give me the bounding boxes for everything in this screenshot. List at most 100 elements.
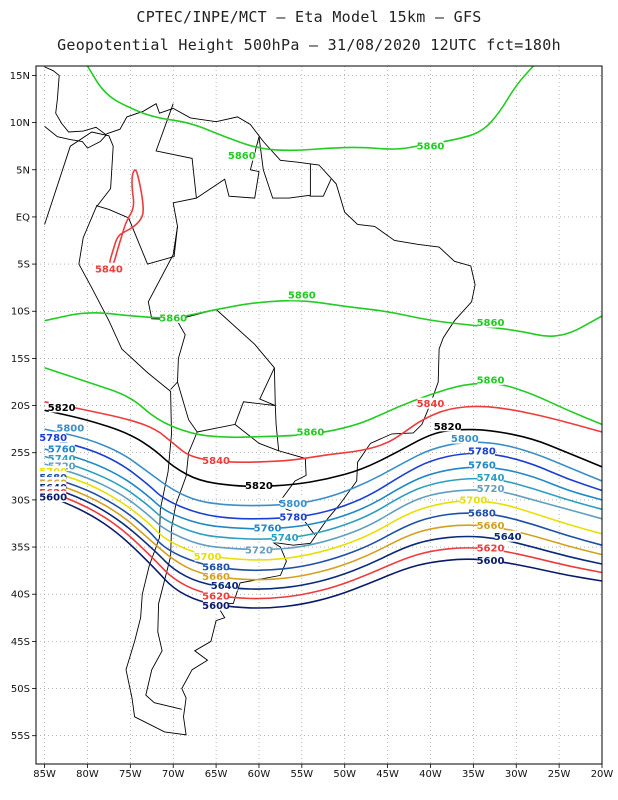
contour-label-5740: 5740 xyxy=(48,454,76,465)
contour-label-5860: 5860 xyxy=(297,427,325,438)
contour-label-5640: 5640 xyxy=(211,581,239,592)
contour-5840 xyxy=(44,401,603,464)
lat-tick-label: 35S xyxy=(11,543,30,554)
coastline-and-borders xyxy=(44,66,476,736)
contour-label-5720: 5720 xyxy=(477,484,505,495)
contour-label-bg xyxy=(203,590,230,602)
lat-tick-label: 10S xyxy=(11,307,30,318)
coastline-central-america xyxy=(44,66,107,149)
contour-label-bg xyxy=(40,471,67,483)
contour-label-5780: 5780 xyxy=(39,433,67,444)
contour-label-bg xyxy=(203,560,230,572)
contour-label-5720: 5720 xyxy=(245,545,273,556)
contour-label-5800: 5800 xyxy=(56,424,84,435)
lon-tick-label: 45W xyxy=(376,769,399,780)
lon-tick-label: 50W xyxy=(333,769,356,780)
contour-label-bg xyxy=(477,316,504,328)
contour-label-bg xyxy=(468,444,495,456)
lon-tick-label: 25W xyxy=(548,769,571,780)
contour-label-bg xyxy=(417,140,444,152)
lat-tick-label: 15S xyxy=(11,354,30,365)
contour-label-bg xyxy=(40,491,67,503)
contour-label-5700: 5700 xyxy=(459,495,487,506)
contour-label-5840: 5840 xyxy=(95,264,123,275)
contour-label-bg xyxy=(477,541,504,553)
contour-label-5620: 5620 xyxy=(477,543,505,554)
contour-label-5760: 5760 xyxy=(254,524,282,535)
contour-label-bg xyxy=(297,425,324,437)
contour-label-bg xyxy=(40,465,67,477)
axis-ticks: 85W 80W 75W 70W 65W 60W 55W 50W 45W 40W 35W 30W 25W 2… xyxy=(10,71,614,780)
contour-label-5680: 5680 xyxy=(468,509,496,520)
contour-label-5860: 5860 xyxy=(288,291,316,302)
lon-tick-label: 20W xyxy=(591,769,614,780)
contour-label-bg xyxy=(57,422,84,434)
contour-label-5780: 5780 xyxy=(279,512,307,523)
contour-label-5860: 5860 xyxy=(477,376,505,387)
grid-lines xyxy=(36,66,603,764)
contour-label-bg xyxy=(245,479,272,491)
contour-label-bg xyxy=(460,493,487,505)
contour-5700 xyxy=(44,468,603,561)
lon-tick-label: 60W xyxy=(248,769,271,780)
contour-label-bg xyxy=(468,458,495,470)
lon-tick-label: 65W xyxy=(205,769,228,780)
contour-label-bg xyxy=(271,531,298,543)
contour-label-bg xyxy=(280,497,307,509)
contour-label-bg xyxy=(477,374,504,386)
lat-tick-label: 40S xyxy=(11,590,30,601)
contour-label-5820: 5820 xyxy=(434,422,462,433)
lon-tick-label: 35W xyxy=(462,769,485,780)
contour-label-bg xyxy=(211,579,238,591)
lat-tick-label: 45S xyxy=(11,637,30,648)
contour-label-bg xyxy=(451,432,478,444)
contour-label-bg xyxy=(254,522,281,534)
contour-label-bg xyxy=(288,289,315,301)
contour-5860 xyxy=(44,299,603,337)
contour-label-5840: 5840 xyxy=(417,399,445,410)
contour-label-5760: 5760 xyxy=(468,460,496,471)
contour-label-5860: 5860 xyxy=(159,313,187,324)
lat-tick-label: 15N xyxy=(10,71,30,82)
contour-label-5680: 5680 xyxy=(202,562,230,573)
contour-label-5600: 5600 xyxy=(39,493,67,504)
title-line-1: CPTEC/INPE/MCT – Eta Model 15km – GFS xyxy=(136,8,482,26)
contour-label-5820: 5820 xyxy=(48,403,76,414)
contour-label-bg xyxy=(203,570,230,582)
map-frame xyxy=(35,65,603,765)
coastline-south-america xyxy=(44,103,476,736)
contour-5840 xyxy=(109,169,145,266)
lon-tick-label: 80W xyxy=(76,769,99,780)
contour-label-5700: 5700 xyxy=(194,552,222,563)
contour-label-bg xyxy=(477,519,504,531)
contour-label-5840: 5840 xyxy=(202,456,230,467)
contour-label-5760: 5760 xyxy=(48,444,76,455)
country-border xyxy=(234,424,279,452)
contour-label-bg xyxy=(48,452,75,464)
lat-tick-label: 55S xyxy=(11,731,30,742)
contour-label-5620: 5620 xyxy=(202,592,230,603)
contour-5800 xyxy=(44,428,603,507)
contour-5820 xyxy=(44,409,603,488)
contour-label-bg xyxy=(494,530,521,542)
lat-tick-label: 20S xyxy=(11,401,30,412)
lon-tick-label: 75W xyxy=(119,769,142,780)
contour-label-bg xyxy=(434,420,461,432)
contour-label-5860: 5860 xyxy=(228,151,256,162)
contour-label-5740: 5740 xyxy=(477,473,505,484)
lat-tick-label: 10N xyxy=(10,118,30,129)
contour-5680 xyxy=(44,474,603,572)
contour-label-bg xyxy=(245,543,272,555)
contour-label-bg xyxy=(468,507,495,519)
contour-label-bg xyxy=(48,401,75,413)
contour-label-bg xyxy=(48,459,75,471)
lat-tick-label: 25S xyxy=(11,448,30,459)
contour-label-bg xyxy=(194,550,221,562)
lon-tick-label: 70W xyxy=(162,769,185,780)
lon-tick-label: 40W xyxy=(419,769,442,780)
lat-tick-label: 5N xyxy=(16,165,30,176)
contour-5860 xyxy=(86,65,534,152)
contour-label-5780: 5780 xyxy=(468,446,496,457)
contour-label-5800: 5800 xyxy=(279,499,307,510)
contour-label-bg xyxy=(477,554,504,566)
